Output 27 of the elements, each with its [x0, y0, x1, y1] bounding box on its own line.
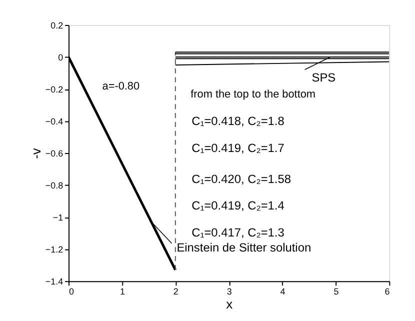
x-axis-title: x: [226, 296, 234, 312]
y-axis-title: -v: [28, 148, 44, 159]
y-tick-label: 0.2: [50, 20, 64, 30]
x-tick-label: 6: [384, 286, 390, 297]
x-tick-label: 2: [173, 286, 178, 297]
y-tick-label: −1.2: [45, 244, 64, 255]
annotation: C₁=0.417, C₂=1.3: [192, 225, 285, 240]
y-tick-label: −0.4: [45, 116, 64, 126]
annotation: from the top to the bottom: [190, 88, 316, 100]
annotation: C₁=0.420, C₂=1.58: [192, 172, 292, 186]
y-tick-label: −1: [52, 212, 64, 223]
y-tick-label: −0.8: [45, 180, 64, 191]
annotation: SPS: [312, 70, 336, 85]
x-tick-label: 3: [226, 286, 232, 297]
annotation: a=-0.80: [102, 80, 140, 92]
y-tick-label: 0: [58, 52, 64, 62]
annotation: Einstein de Sitter solution: [176, 240, 312, 254]
annotation: C₁=0.419, C₂=1.4: [192, 198, 285, 213]
y-tick-label: −1.4: [45, 276, 64, 287]
y-tick-label: −0.6: [45, 148, 64, 159]
annotation: C₁=0.419, C₂=1.7: [192, 141, 285, 156]
x-tick-label: 5: [334, 286, 339, 297]
x-tick-label: 1: [120, 286, 125, 297]
x-tick-label: 4: [280, 286, 286, 297]
annotation: C₁=0.418, C₂=1.8: [192, 114, 285, 128]
x-tick-label: 0: [69, 286, 74, 297]
y-tick-label: −0.2: [45, 84, 64, 94]
